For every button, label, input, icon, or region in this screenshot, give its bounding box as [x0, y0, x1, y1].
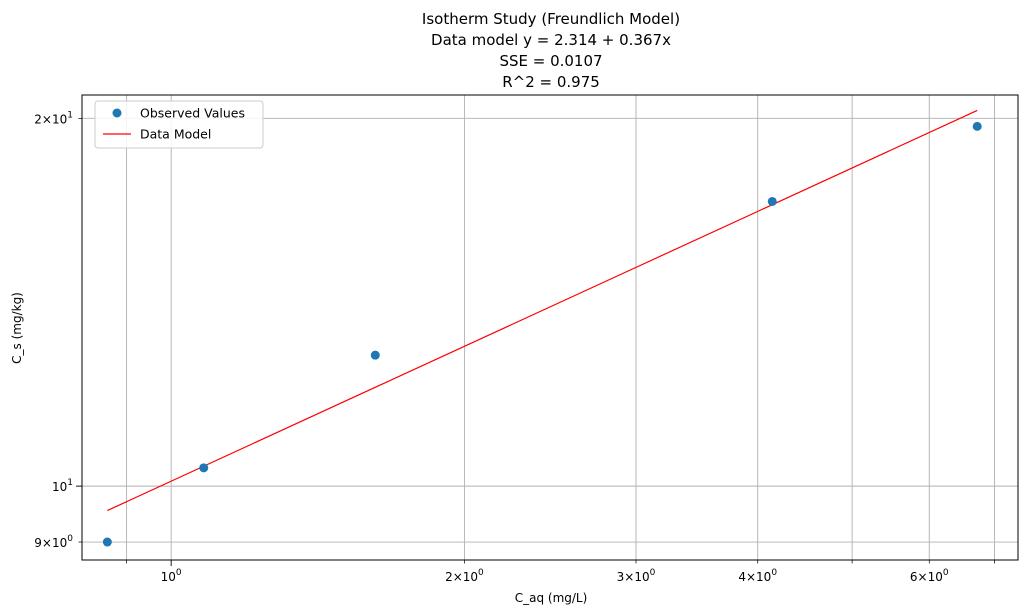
y-tick-label-minor-1-exp: 1: [67, 110, 73, 120]
y-tick-label-minor-1: 2×101: [34, 110, 73, 126]
y-tick-label-minor-1-base: 10: [52, 112, 67, 126]
x-tick-label-major-0-exp: 0: [176, 568, 182, 578]
x-tick-label-minor-2: 3×100: [617, 568, 656, 584]
title-line-1: Isotherm Study (Freundlich Model): [422, 10, 680, 28]
x-tick-label-minor-2-exp: 0: [650, 568, 656, 578]
data-point-observed-0: [102, 537, 112, 547]
x-tick-label-minor-5: 6×100: [910, 568, 949, 584]
x-tick-label-minor-1-times: ×: [453, 570, 463, 584]
y-axis-label: C_s (mg/kg): [10, 292, 24, 364]
data-point-observed-1: [199, 463, 209, 473]
grid: [82, 95, 1018, 560]
ticks: [76, 118, 995, 566]
x-tick-label-minor-1: 2×100: [445, 568, 484, 584]
x-tick-label-major-0-base: 10: [161, 570, 176, 584]
y-tick-label-major-0-exp: 1: [67, 478, 73, 488]
x-tick-label-minor-1-mantissa: 2: [445, 570, 453, 584]
y-tick-label-minor-0: 9×100: [34, 534, 73, 550]
x-tick-label-minor-3-exp: 0: [771, 568, 777, 578]
y-tick-label-minor-0-mantissa: 9: [34, 536, 42, 550]
data-point-observed-4: [972, 121, 982, 131]
legend-frame: [94, 100, 264, 149]
x-tick-label-minor-5-exp: 0: [943, 568, 949, 578]
y-tick-label-major-0: 101: [52, 478, 73, 494]
x-tick-label-major-0: 100: [161, 568, 182, 584]
x-tick-label-minor-2-base: 10: [634, 570, 649, 584]
plot-frame: [81, 94, 1019, 561]
x-axis-label: C_aq (mg/L): [515, 591, 588, 605]
data-point-observed-2: [370, 350, 380, 360]
y-tick-label-minor-0-times: ×: [42, 536, 52, 550]
x-tick-label-minor-2-mantissa: 3: [617, 570, 625, 584]
series-layer: [102, 109, 982, 547]
x-tick-label-minor-5-times: ×: [918, 570, 928, 584]
legend-marker-observed: [112, 108, 122, 118]
y-tick-label-minor-0-base: 10: [52, 536, 67, 550]
data-point-observed-3: [767, 196, 777, 206]
x-tick-label-minor-1-base: 10: [463, 570, 478, 584]
x-tick-label-minor-3: 4×100: [738, 568, 777, 584]
title-line-2: Data model y = 2.314 + 0.367x: [431, 31, 671, 49]
x-tick-label-minor-3-mantissa: 4: [738, 570, 746, 584]
legend-label-observed: Observed Values: [140, 106, 245, 121]
title-line-3: SSE = 0.0107: [499, 52, 602, 70]
x-tick-label-minor-2-times: ×: [624, 570, 634, 584]
x-tick-label-minor-5-base: 10: [928, 570, 943, 584]
legend: Observed Values Data Model: [94, 100, 264, 149]
x-tick-label-minor-3-base: 10: [756, 570, 771, 584]
y-tick-label-minor-0-exp: 0: [67, 534, 73, 544]
y-tick-label-minor-1-times: ×: [42, 112, 52, 126]
series-line-data-model: [107, 109, 978, 512]
y-tick-label-minor-1-mantissa: 2: [34, 112, 42, 126]
legend-label-model: Data Model: [140, 127, 211, 142]
chart-title: Isotherm Study (Freundlich Model) Data m…: [422, 10, 680, 91]
x-tick-label-minor-3-times: ×: [746, 570, 756, 584]
y-tick-label-major-0-base: 10: [52, 480, 67, 494]
x-tick-label-minor-1-exp: 0: [478, 568, 484, 578]
x-tick-label-minor-5-mantissa: 6: [910, 570, 918, 584]
title-line-4: R^2 = 0.975: [502, 73, 600, 91]
